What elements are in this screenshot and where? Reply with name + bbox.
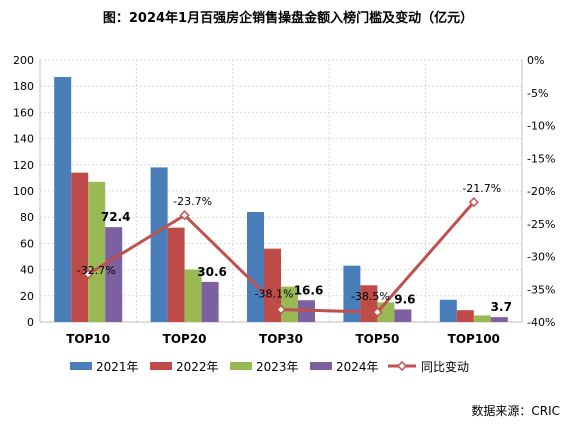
legend-swatch — [310, 362, 332, 370]
data-label: 16.6 — [294, 283, 324, 297]
data-label: 72.4 — [101, 210, 131, 224]
x-tick-label: TOP20 — [163, 332, 207, 346]
legend-label: 2024年 — [336, 360, 379, 374]
legend-label: 同比变动 — [421, 359, 469, 374]
y-left-tick-label: 80 — [20, 211, 34, 224]
bar — [105, 227, 123, 322]
y-right-tick-label: -35% — [527, 283, 555, 296]
legend-swatch — [70, 362, 92, 370]
source-note: 数据来源：CRIC — [471, 403, 560, 418]
data-label: 30.6 — [197, 265, 227, 279]
yoy-label: -38.1% — [255, 288, 294, 301]
y-left-tick-label: 180 — [13, 80, 34, 93]
bar — [343, 265, 361, 322]
bar — [473, 315, 491, 322]
yoy-marker — [83, 269, 94, 280]
legend-swatch — [230, 362, 252, 370]
y-right-tick-label: -5% — [527, 87, 548, 100]
legend-label: 2021年 — [96, 360, 139, 374]
y-right-tick-label: -10% — [527, 120, 555, 133]
y-left-tick-label: 140 — [13, 133, 34, 146]
yoy-label: -23.7% — [173, 195, 212, 208]
yoy-marker — [372, 307, 383, 318]
bar — [201, 281, 219, 322]
legend-swatch — [150, 362, 172, 370]
yoy-marker — [179, 210, 190, 221]
x-tick-label: TOP30 — [259, 332, 303, 346]
bar — [247, 211, 264, 322]
bar — [167, 227, 185, 322]
bar — [456, 310, 474, 322]
y-right-tick-label: -20% — [527, 185, 555, 198]
plot-area: 0 20 40 60 80 100 120 140 160 180 200 -40% -35% -30% -… — [13, 54, 555, 346]
bar — [490, 317, 508, 322]
chart-title: 图：2024年1月百强房企销售操盘金额入榜门槛及变动（亿元） — [103, 10, 473, 26]
bar — [88, 181, 106, 322]
y-left-tick-label: 100 — [13, 185, 34, 198]
yoy-marker — [468, 197, 479, 208]
bar — [54, 77, 72, 322]
x-tick-label: TOP10 — [66, 332, 110, 346]
y-right-tick-label: -40% — [527, 316, 555, 329]
y-left-tick-label: 120 — [13, 159, 34, 172]
y-left-tick-label: 160 — [13, 106, 34, 119]
bar — [439, 299, 457, 322]
y-right-tick-label: -25% — [527, 218, 555, 231]
yoy-label: -21.7% — [462, 182, 501, 195]
y-left-tick-label: 20 — [20, 290, 34, 303]
y-right-tick-label: -30% — [527, 251, 555, 264]
bar — [184, 269, 202, 322]
y-right-tick-label: -15% — [527, 152, 555, 165]
yoy-label: -38.5% — [351, 290, 390, 303]
data-label: 3.7 — [491, 300, 512, 314]
data-label: 9.6 — [394, 292, 415, 306]
y-right-tick-label: 0% — [527, 54, 544, 67]
yoy-label: -32.7% — [77, 264, 116, 277]
y-left-tick-label: 0 — [27, 316, 34, 329]
y-left-tick-label: 200 — [13, 54, 34, 67]
y-left-tick-label: 40 — [20, 264, 34, 277]
bar — [394, 309, 412, 322]
bar — [281, 286, 298, 322]
legend-marker — [396, 360, 408, 372]
y-left-tick-label: 60 — [20, 237, 34, 250]
legend: 2021年 2022年 2023年 2024年 同比变动 — [70, 359, 469, 374]
yoy-marker — [275, 304, 287, 315]
x-tick-label: TOP100 — [448, 332, 500, 346]
legend-label: 2023年 — [256, 360, 299, 374]
legend-label: 2022年 — [176, 360, 219, 374]
x-tick-label: TOP50 — [355, 332, 399, 346]
bar — [150, 167, 168, 322]
bar — [71, 172, 89, 322]
